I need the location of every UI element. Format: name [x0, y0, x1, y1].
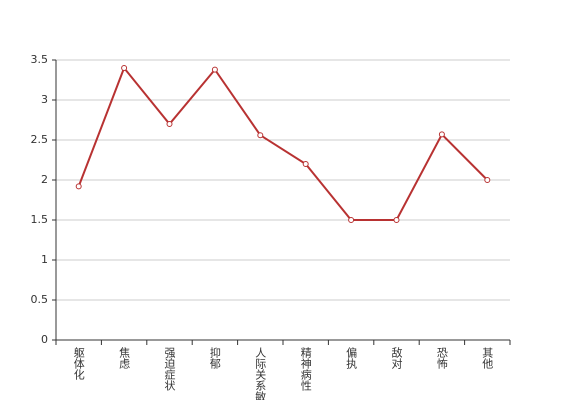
point: [166, 121, 173, 127]
y-tick-label: 3.5: [31, 53, 49, 66]
point: [257, 132, 264, 139]
point: [121, 65, 128, 71]
x-tick-label: 抑郁: [208, 346, 221, 369]
x-tick-label: 敌对: [390, 346, 403, 369]
point: [211, 66, 218, 73]
x-tick-label: 精神病性: [299, 347, 312, 392]
x-tick-label: 其他: [481, 347, 494, 369]
x-tick-label: 躯体化: [72, 347, 85, 381]
y-tick-label: 0: [41, 333, 48, 346]
y-tick-label: 3: [41, 93, 48, 106]
y-tick-label: 1: [41, 253, 48, 266]
point: [348, 217, 355, 223]
x-tick-label: 恐怖: [435, 347, 448, 369]
point: [393, 217, 400, 223]
point: [75, 183, 82, 190]
x-tick-label: 强迫症状: [163, 347, 176, 391]
y-tick-label: 0.5: [31, 293, 49, 306]
point: [302, 161, 309, 167]
y-tick-label: 1.5: [31, 213, 49, 226]
y-tick-label: 2: [41, 173, 48, 186]
point: [438, 131, 445, 138]
line: [77, 66, 489, 221]
x-tick-label: 焦虑: [118, 347, 131, 369]
point: [484, 177, 491, 183]
x-tick-label: 人际关系敏感: [254, 347, 267, 400]
x-tick-label: 偏执: [345, 346, 358, 370]
y-tick-label: 2.5: [31, 133, 49, 146]
